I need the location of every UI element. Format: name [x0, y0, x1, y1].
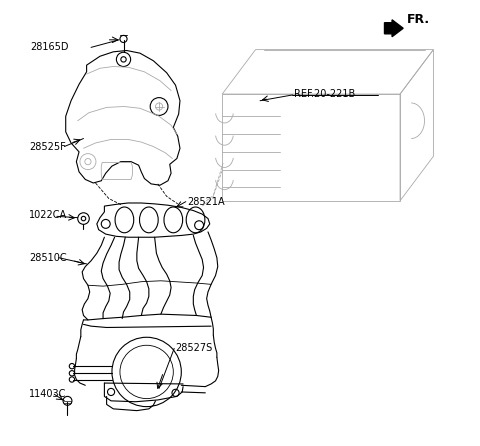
Text: 28165D: 28165D [30, 42, 69, 52]
Text: FR.: FR. [407, 13, 430, 26]
Text: REF.20-221B: REF.20-221B [294, 89, 356, 99]
Text: 28521A: 28521A [188, 197, 225, 206]
Text: 28510C: 28510C [29, 253, 66, 263]
Text: 28525F: 28525F [29, 141, 66, 152]
Text: 11403C: 11403C [29, 389, 66, 399]
Circle shape [69, 363, 74, 369]
Circle shape [69, 377, 74, 382]
Text: 1022CA: 1022CA [29, 210, 67, 220]
Circle shape [69, 371, 74, 376]
Text: 28527S: 28527S [176, 343, 213, 353]
FancyArrow shape [384, 20, 403, 37]
Circle shape [63, 396, 72, 405]
